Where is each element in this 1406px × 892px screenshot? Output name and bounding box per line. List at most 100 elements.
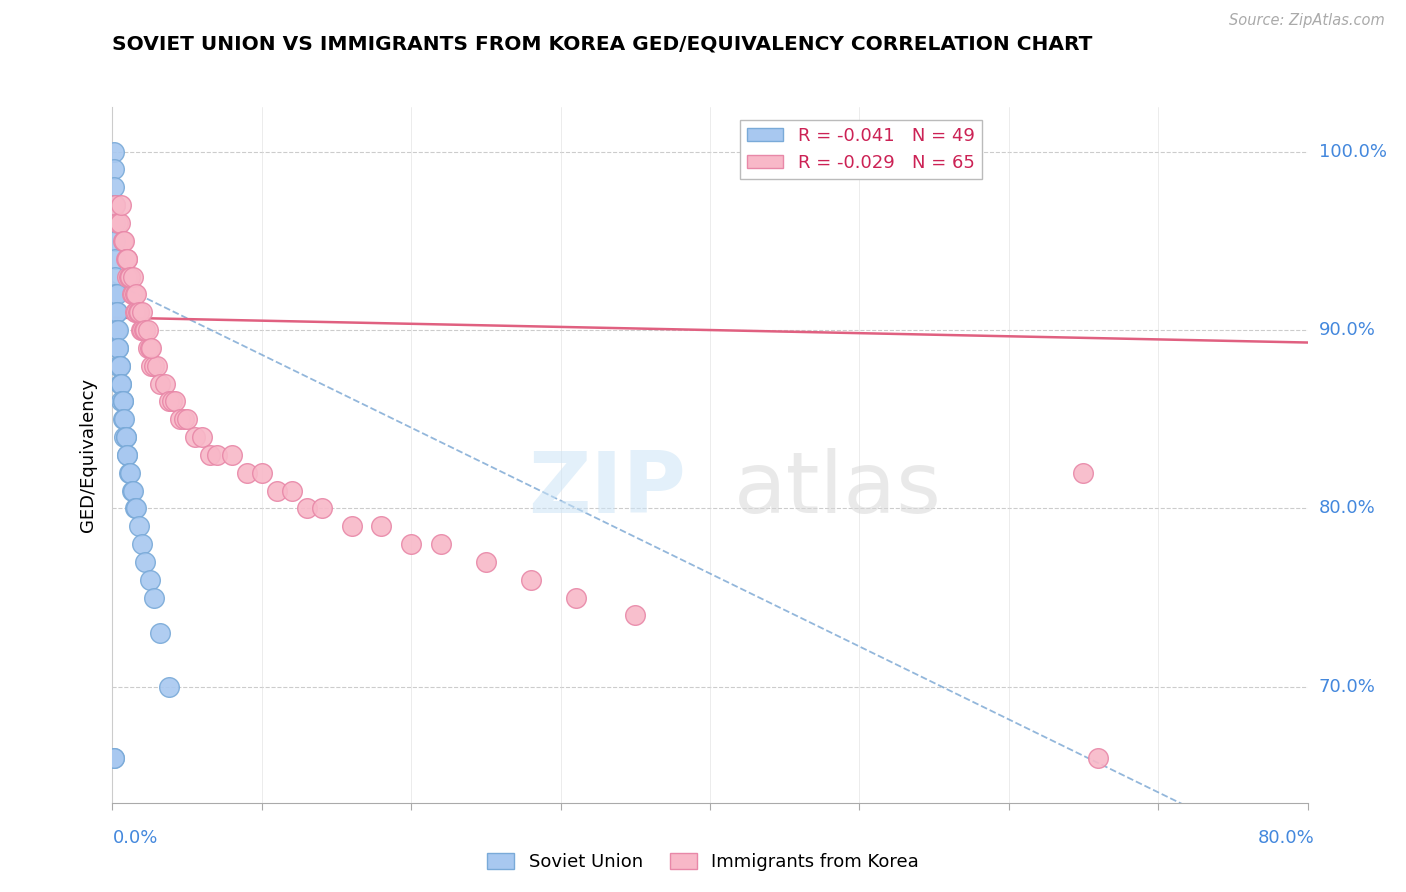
Point xyxy=(127,305,149,319)
Point xyxy=(281,483,304,498)
Point xyxy=(520,573,543,587)
Point xyxy=(107,323,129,337)
Point xyxy=(115,430,138,444)
Legend: R = -0.041   N = 49, R = -0.029   N = 65: R = -0.041 N = 49, R = -0.029 N = 65 xyxy=(740,120,981,179)
Point xyxy=(107,216,129,230)
Point xyxy=(191,430,214,444)
Point xyxy=(104,252,127,266)
Point xyxy=(128,519,150,533)
Point xyxy=(205,448,228,462)
Point xyxy=(108,216,131,230)
Text: 90.0%: 90.0% xyxy=(1319,321,1375,339)
Point xyxy=(107,359,129,373)
Point xyxy=(149,376,172,391)
Point xyxy=(108,359,131,373)
Point xyxy=(111,412,134,426)
Point xyxy=(131,305,153,319)
Point xyxy=(131,537,153,551)
Point xyxy=(124,305,146,319)
Point xyxy=(138,323,160,337)
Point xyxy=(115,430,138,444)
Point xyxy=(104,198,127,212)
Point xyxy=(139,573,162,587)
Text: Source: ZipAtlas.com: Source: ZipAtlas.com xyxy=(1229,13,1385,28)
Point xyxy=(162,394,183,409)
Point xyxy=(1087,751,1109,765)
Point xyxy=(165,394,187,409)
Point xyxy=(104,287,127,301)
Point xyxy=(118,466,141,480)
Point xyxy=(105,305,128,319)
Point xyxy=(108,376,131,391)
Point xyxy=(121,483,143,498)
Text: 0.0%: 0.0% xyxy=(112,829,157,847)
Point xyxy=(124,501,146,516)
Point xyxy=(114,234,135,248)
Point xyxy=(475,555,498,569)
Point xyxy=(146,359,169,373)
Point xyxy=(401,537,423,551)
Point xyxy=(176,412,198,426)
Point xyxy=(103,162,125,177)
Point xyxy=(132,323,155,337)
Point xyxy=(111,394,134,409)
Point xyxy=(111,394,134,409)
Point xyxy=(114,430,135,444)
Point xyxy=(122,287,145,301)
Point xyxy=(624,608,647,623)
Point xyxy=(221,448,243,462)
Point xyxy=(105,287,128,301)
Point xyxy=(128,305,150,319)
Point xyxy=(115,252,138,266)
Point xyxy=(183,430,205,444)
Point xyxy=(117,252,139,266)
Point xyxy=(430,537,453,551)
Point xyxy=(118,269,141,284)
Point xyxy=(103,145,125,159)
Point xyxy=(153,376,176,391)
Y-axis label: GED/Equivalency: GED/Equivalency xyxy=(79,378,97,532)
Text: 70.0%: 70.0% xyxy=(1319,678,1375,696)
Point xyxy=(110,376,132,391)
Point xyxy=(370,519,392,533)
Point xyxy=(103,751,125,765)
Point xyxy=(103,198,125,212)
Point xyxy=(108,359,131,373)
Point xyxy=(110,394,132,409)
Text: 100.0%: 100.0% xyxy=(1319,143,1386,161)
Point xyxy=(311,501,333,516)
Point xyxy=(103,180,125,194)
Point xyxy=(143,591,166,605)
Point xyxy=(173,412,195,426)
Point xyxy=(157,680,180,694)
Text: atlas: atlas xyxy=(734,448,942,532)
Point xyxy=(120,269,142,284)
Point xyxy=(114,412,135,426)
Point xyxy=(125,305,148,319)
Point xyxy=(141,359,163,373)
Point xyxy=(122,483,145,498)
Point xyxy=(103,751,125,765)
Point xyxy=(143,359,166,373)
Point xyxy=(107,341,129,355)
Point xyxy=(105,323,128,337)
Point xyxy=(134,323,156,337)
Point xyxy=(122,269,145,284)
Point xyxy=(131,323,153,337)
Point xyxy=(139,341,162,355)
Point xyxy=(120,466,142,480)
Point xyxy=(564,591,586,605)
Point xyxy=(117,448,139,462)
Point xyxy=(117,448,139,462)
Point xyxy=(198,448,221,462)
Point xyxy=(110,198,132,212)
Point xyxy=(1073,466,1095,480)
Point xyxy=(104,234,127,248)
Point xyxy=(169,412,191,426)
Text: SOVIET UNION VS IMMIGRANTS FROM KOREA GED/EQUIVALENCY CORRELATION CHART: SOVIET UNION VS IMMIGRANTS FROM KOREA GE… xyxy=(112,34,1092,53)
Point xyxy=(117,252,139,266)
Point xyxy=(120,269,142,284)
Point xyxy=(340,519,363,533)
Point xyxy=(250,466,273,480)
Point xyxy=(295,501,318,516)
